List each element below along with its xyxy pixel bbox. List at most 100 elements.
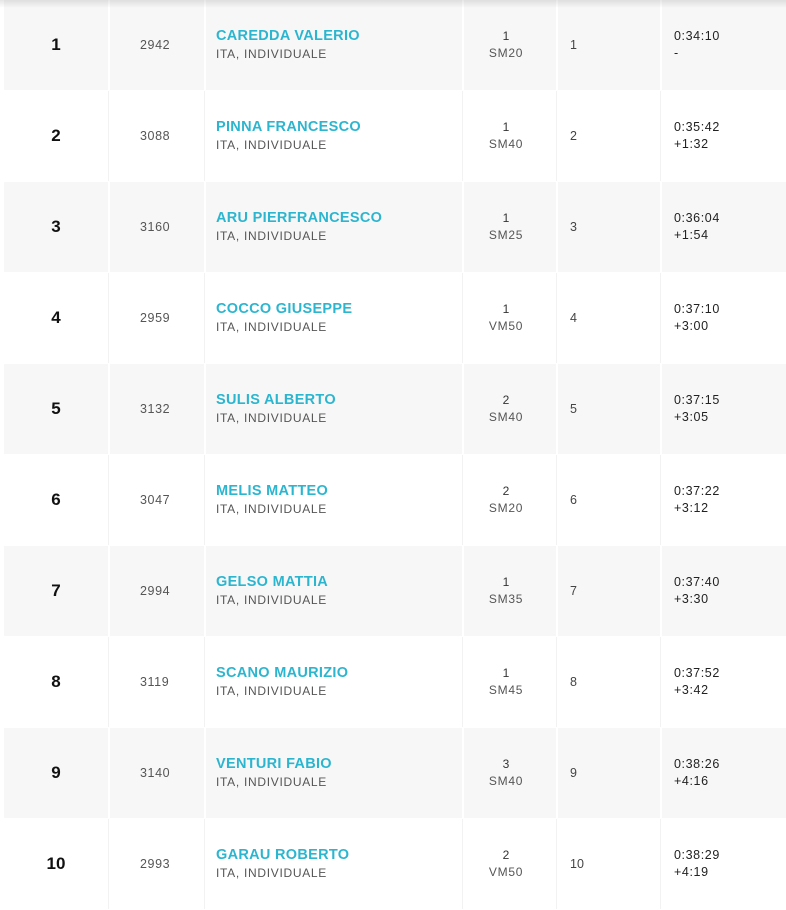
- athlete-name-link[interactable]: SCANO MAURIZIO: [216, 665, 349, 681]
- athlete-cell: VENTURI FABIO ITA, INDIVIDUALE: [216, 728, 476, 818]
- athlete-cell: CAREDDA VALERIO ITA, INDIVIDUALE: [216, 0, 476, 90]
- column-divider: [204, 0, 206, 90]
- column-divider: [204, 455, 205, 545]
- column-divider: [462, 637, 463, 727]
- category-rank: 2: [502, 484, 510, 498]
- athlete-name-link[interactable]: GARAU ROBERTO: [216, 847, 350, 863]
- time-cell: 0:35:42 +1:32: [674, 91, 774, 181]
- result-row[interactable]: 6 3047 MELIS MATTEO ITA, INDIVIDUALE 2 S…: [4, 455, 786, 546]
- column-divider: [660, 455, 661, 545]
- athlete-nation-team: ITA, INDIVIDUALE: [216, 411, 327, 425]
- finish-time: 0:37:40: [674, 575, 720, 589]
- athlete-nation-team: ITA, INDIVIDUALE: [216, 593, 327, 607]
- category-rank: 1: [502, 29, 510, 43]
- column-divider: [108, 819, 109, 909]
- category-name: SM20: [488, 501, 524, 515]
- position-cell: 1: [4, 0, 108, 90]
- column-divider: [556, 182, 558, 272]
- athlete-cell: ARU PIERFRANCESCO ITA, INDIVIDUALE: [216, 182, 476, 272]
- athlete-nation-team: ITA, INDIVIDUALE: [216, 866, 327, 880]
- category-cell: 1 SM40: [466, 91, 546, 181]
- athlete-cell: COCCO GIUSEPPE ITA, INDIVIDUALE: [216, 273, 476, 363]
- gender-rank: 5: [570, 402, 577, 416]
- column-divider: [462, 273, 463, 363]
- gender-rank-cell: 5: [570, 364, 610, 454]
- column-divider: [462, 455, 463, 545]
- time-gap: +3:30: [674, 592, 709, 606]
- gender-rank-cell: 3: [570, 182, 610, 272]
- column-divider: [108, 546, 110, 636]
- bib-number: 3088: [140, 129, 171, 143]
- bib-cell: 3160: [140, 182, 200, 272]
- position-value: 2: [51, 126, 61, 145]
- bib-cell: 3119: [140, 637, 200, 727]
- athlete-name-link[interactable]: ARU PIERFRANCESCO: [216, 210, 383, 226]
- time-gap: -: [674, 46, 679, 60]
- time-gap: +4:16: [674, 774, 709, 788]
- result-row[interactable]: 3 3160 ARU PIERFRANCESCO ITA, INDIVIDUAL…: [4, 182, 786, 273]
- column-divider: [108, 182, 110, 272]
- bib-cell: 3088: [140, 91, 200, 181]
- result-row[interactable]: 8 3119 SCANO MAURIZIO ITA, INDIVIDUALE 1…: [4, 637, 786, 728]
- result-row[interactable]: 4 2959 COCCO GIUSEPPE ITA, INDIVIDUALE 1…: [4, 273, 786, 364]
- athlete-nation-team: ITA, INDIVIDUALE: [216, 502, 327, 516]
- position-value: 7: [51, 581, 61, 600]
- column-divider: [108, 364, 110, 454]
- category-name: SM35: [488, 592, 524, 606]
- result-row[interactable]: 5 3132 SULIS ALBERTO ITA, INDIVIDUALE 2 …: [4, 364, 786, 455]
- category-rank: 1: [502, 120, 510, 134]
- bib-number: 2942: [140, 38, 171, 52]
- athlete-name-link[interactable]: PINNA FRANCESCO: [216, 119, 361, 135]
- column-divider: [204, 637, 205, 727]
- bib-number: 3160: [140, 220, 171, 234]
- gender-rank: 8: [570, 675, 577, 689]
- column-divider: [204, 819, 205, 909]
- finish-time: 0:34:10: [674, 29, 720, 43]
- column-divider: [204, 364, 206, 454]
- column-divider: [108, 637, 109, 727]
- athlete-name-link[interactable]: GELSO MATTIA: [216, 574, 329, 590]
- result-row[interactable]: 9 3140 VENTURI FABIO ITA, INDIVIDUALE 3 …: [4, 728, 786, 819]
- athlete-cell: MELIS MATTEO ITA, INDIVIDUALE: [216, 455, 476, 545]
- column-divider: [204, 91, 205, 181]
- category-cell: 1 SM35: [466, 546, 546, 636]
- bib-number: 3047: [140, 493, 171, 507]
- bib-cell: 3140: [140, 728, 200, 818]
- column-divider: [660, 91, 661, 181]
- column-divider: [204, 182, 206, 272]
- result-row[interactable]: 1 2942 CAREDDA VALERIO ITA, INDIVIDUALE …: [4, 0, 786, 91]
- results-table: 1 2942 CAREDDA VALERIO ITA, INDIVIDUALE …: [4, 0, 786, 910]
- athlete-cell: GELSO MATTIA ITA, INDIVIDUALE: [216, 546, 476, 636]
- gender-rank-cell: 1: [570, 0, 610, 90]
- result-row[interactable]: 2 3088 PINNA FRANCESCO ITA, INDIVIDUALE …: [4, 91, 786, 182]
- athlete-name-link[interactable]: CAREDDA VALERIO: [216, 28, 360, 44]
- time-gap: +4:19: [674, 865, 709, 879]
- athlete-name-link[interactable]: COCCO GIUSEPPE: [216, 301, 353, 317]
- category-cell: 2 VM50: [466, 819, 546, 909]
- gender-rank-cell: 10: [570, 819, 610, 909]
- column-divider: [108, 91, 109, 181]
- position-value: 8: [51, 672, 61, 691]
- column-divider: [556, 637, 557, 727]
- category-name: SM40: [488, 137, 524, 151]
- column-divider: [660, 364, 662, 454]
- result-row[interactable]: 7 2994 GELSO MATTIA ITA, INDIVIDUALE 1 S…: [4, 546, 786, 637]
- athlete-nation-team: ITA, INDIVIDUALE: [216, 684, 327, 698]
- athlete-nation-team: ITA, INDIVIDUALE: [216, 775, 327, 789]
- athlete-name-link[interactable]: MELIS MATTEO: [216, 483, 329, 499]
- category-rank: 3: [502, 757, 510, 771]
- gender-rank: 1: [570, 38, 577, 52]
- column-divider: [108, 455, 109, 545]
- bib-cell: 2942: [140, 0, 200, 90]
- column-divider: [660, 0, 662, 90]
- category-rank: 1: [502, 575, 510, 589]
- position-value: 1: [51, 35, 61, 54]
- result-row[interactable]: 10 2993 GARAU ROBERTO ITA, INDIVIDUALE 2…: [4, 819, 786, 910]
- athlete-name-link[interactable]: SULIS ALBERTO: [216, 392, 336, 408]
- position-value: 4: [51, 308, 61, 327]
- gender-rank: 2: [570, 129, 577, 143]
- athlete-name-link[interactable]: VENTURI FABIO: [216, 756, 332, 772]
- position-cell: 6: [4, 455, 108, 545]
- bib-cell: 3132: [140, 364, 200, 454]
- column-divider: [462, 728, 464, 818]
